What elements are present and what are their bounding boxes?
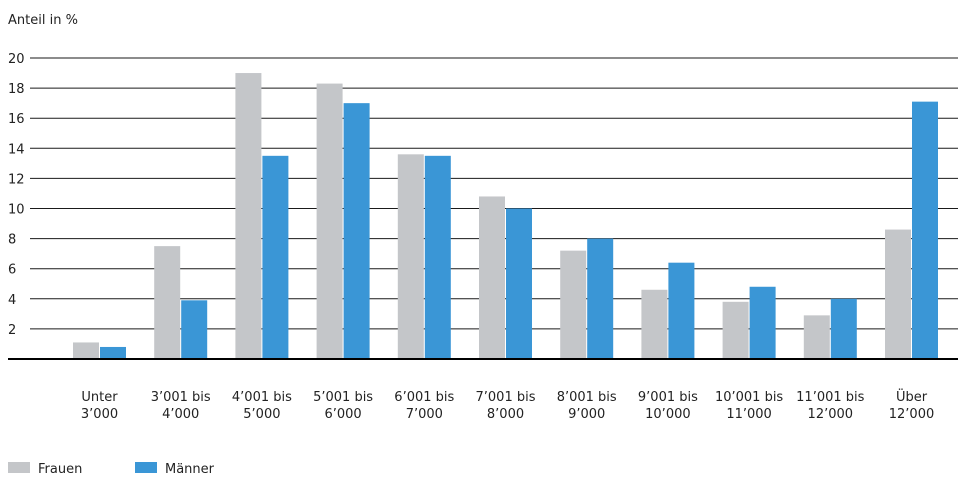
bar-frauen-9	[722, 301, 749, 359]
y-tick-label: 16	[8, 112, 25, 127]
y-tick-labels: 2 4 6 8 10 12 14 16 18 20	[8, 52, 25, 338]
bar-frauen-6	[479, 196, 505, 359]
x-category-label: 7’000	[406, 407, 443, 422]
bar-männer-6	[506, 208, 532, 359]
legend-swatch-frauen	[8, 462, 30, 473]
y-tick-label: 14	[8, 142, 25, 157]
bar-männer-3	[262, 155, 289, 359]
x-category-label: 9’000	[568, 407, 605, 422]
bar-männer-7	[587, 238, 614, 359]
bar-frauen-3	[235, 73, 262, 360]
x-category-label: 10’000	[645, 407, 691, 422]
bar-männer-2	[181, 300, 208, 359]
y-tick-label: 18	[8, 82, 25, 97]
x-category-label: 4’001 bis	[232, 390, 292, 405]
legend-swatch-männer	[135, 462, 157, 473]
y-tick-label: 2	[8, 323, 16, 338]
bar-frauen-11	[885, 229, 911, 359]
bar-männer-8	[668, 262, 695, 359]
bar-frauen-7	[560, 250, 587, 359]
x-category-label: 11’001 bis	[796, 390, 864, 405]
x-category-label: 8’001 bis	[557, 390, 617, 405]
bar-frauen-10	[803, 315, 830, 359]
bar-frauen-8	[641, 289, 668, 359]
bar-frauen-5	[397, 154, 424, 359]
legend-label-männer: Männer	[165, 462, 215, 477]
legend-label-frauen: Frauen	[38, 462, 82, 477]
bar-männer-4	[343, 103, 370, 360]
bar-männer-11	[912, 101, 938, 360]
y-tick-label: 6	[8, 263, 16, 278]
x-category-label: 3’000	[81, 407, 118, 422]
bar-männer-9	[749, 286, 776, 359]
y-tick-label: 10	[8, 203, 25, 218]
x-category-label: 4’000	[162, 407, 199, 422]
x-category-label: 5’000	[243, 407, 280, 422]
bars	[73, 73, 938, 360]
bar-frauen-4	[316, 83, 343, 360]
x-category-label: 8’000	[487, 407, 524, 422]
x-category-label: Unter	[81, 390, 118, 405]
x-category-label: 6’000	[324, 407, 361, 422]
x-category-label: 5’001 bis	[313, 390, 373, 405]
x-category-label: 7’001 bis	[476, 390, 536, 405]
x-category-label: 10’001 bis	[715, 390, 783, 405]
x-category-label: 9’001 bis	[638, 390, 698, 405]
y-axis-title: Anteil in %	[8, 13, 78, 28]
bar-männer-10	[830, 298, 857, 359]
y-tick-label: 4	[8, 293, 16, 308]
legend: Frauen Männer	[8, 462, 215, 477]
x-category-label: 12’000	[808, 407, 854, 422]
x-category-label: Über	[896, 388, 928, 405]
x-category-label: 3’001 bis	[151, 390, 211, 405]
x-category-label: 6’001 bis	[394, 390, 454, 405]
y-tick-label: 8	[8, 233, 16, 248]
x-category-label: 11’000	[726, 407, 772, 422]
y-tick-label: 20	[8, 52, 25, 67]
x-category-label: 12’000	[889, 407, 935, 422]
x-category-labels: Unter 3’000 3’001 bis 4’000 4’001 bis 5’000 5’…	[81, 388, 934, 422]
y-tick-label: 12	[8, 172, 25, 187]
bar-frauen-2	[154, 246, 181, 359]
bar-männer-5	[424, 155, 451, 359]
bar-frauen-1	[73, 342, 99, 359]
bar-männer-1	[100, 346, 126, 359]
